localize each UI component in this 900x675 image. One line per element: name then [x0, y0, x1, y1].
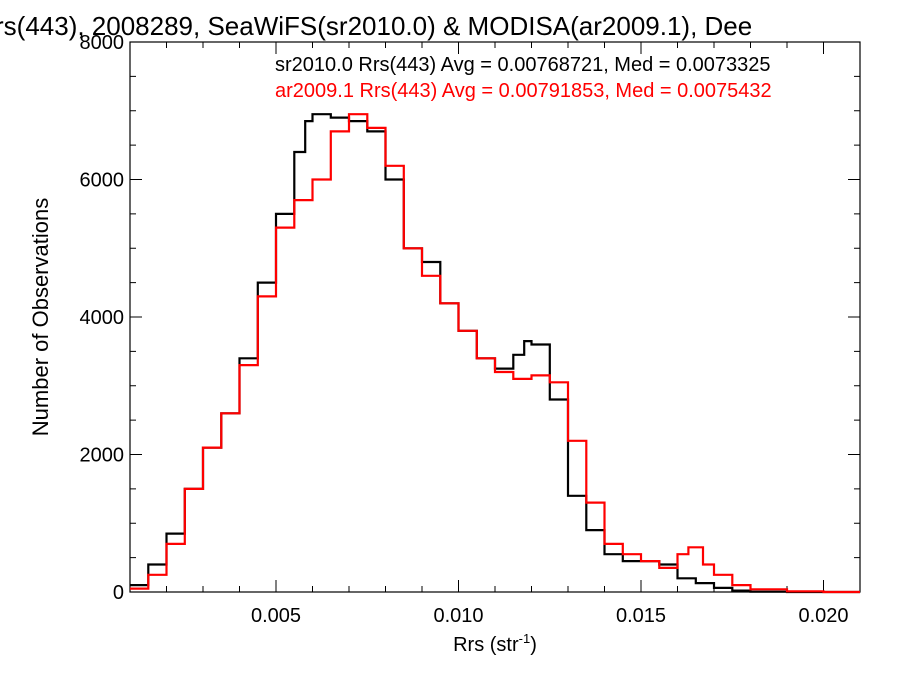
y-tick-label: 0	[113, 582, 124, 604]
legend-entry-black: sr2010.0 Rrs(443) Avg = 0.00768721, Med …	[275, 54, 771, 76]
x-axis-label: Rrs (str-1)	[453, 631, 537, 656]
y-tick-label: 8000	[80, 32, 125, 54]
x-axis-label-text: Rrs (str	[453, 634, 519, 656]
chart-title: rs(443), 2008289, SeaWiFS(sr2010.0) & MO…	[0, 11, 752, 41]
y-tick-label: 4000	[80, 307, 125, 329]
plot-frame	[129, 41, 861, 593]
x-tick-label: 0.015	[616, 605, 666, 627]
series-line-red	[130, 113, 860, 594]
y-tick-label: 2000	[80, 445, 125, 467]
x-tick-label: 0.005	[251, 605, 301, 627]
axis-ticks: 0.005 0.010 0.015 0.020 0 2000 4000 6000 8000	[80, 32, 860, 627]
series-line-black	[130, 113, 860, 594]
x-axis-label-close: )	[530, 634, 537, 656]
series-lines	[130, 113, 860, 594]
x-axis-label-superscript: -1	[519, 631, 531, 646]
x-tick-label: 0.020	[798, 605, 848, 627]
x-tick-label: 0.010	[433, 605, 483, 627]
y-axis-label: Number of Observations	[28, 198, 53, 436]
legend-entry-red: ar2009.1 Rrs(443) Avg = 0.00791853, Med …	[275, 80, 772, 102]
y-tick-label: 6000	[80, 170, 125, 192]
